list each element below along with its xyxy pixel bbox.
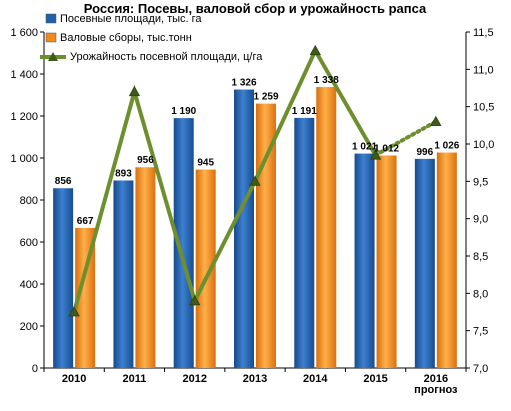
harvest-data-label: 956 <box>137 155 154 166</box>
y-right-tick-label: 10,0 <box>473 139 494 151</box>
yield-point-marker <box>189 294 201 306</box>
y-left-tick-label: 200 <box>20 321 38 333</box>
x-category-label: 2012 <box>182 373 206 385</box>
y-right-tick-label: 9,0 <box>473 214 488 226</box>
y-right-tick-label: 9,5 <box>473 176 488 188</box>
harvest-bar <box>135 167 156 368</box>
bars <box>53 87 457 369</box>
legend: Посевные площади, тыс. га Валовые сборы, … <box>40 13 263 63</box>
y-left-tick-label: 400 <box>20 279 38 291</box>
area-data-label: 1 326 <box>231 78 256 89</box>
yield-point-marker <box>128 85 141 97</box>
legend-label: Посевные площади, тыс. га <box>60 13 202 25</box>
yield-point-marker <box>249 175 261 186</box>
axes: 0 200 400 600 800 1 000 1 200 1 400 1 600 7,0 7,5 8… <box>10 27 494 396</box>
y-right-tick-label: 7,5 <box>473 326 488 338</box>
y-left-tick-label: 0 <box>32 363 38 375</box>
harvest-bar <box>316 87 337 369</box>
yield-line-forecast <box>373 119 438 158</box>
harvest-data-label: 945 <box>197 158 214 169</box>
area-bar <box>414 158 435 368</box>
area-data-label: 893 <box>115 168 132 179</box>
harvest-bar <box>436 152 457 368</box>
area-bar <box>234 89 254 368</box>
x-category-label: 2014 <box>303 373 328 385</box>
yield-point-marker <box>68 306 80 317</box>
y-right-tick-label: 11,5 <box>473 27 494 39</box>
legend-marker-swatch <box>48 52 58 61</box>
harvest-data-label: 1 259 <box>253 92 278 103</box>
yield-point-marker <box>369 149 382 160</box>
y-right-tick-label: 8,0 <box>473 288 488 300</box>
y-left-tick-label: 1 200 <box>10 111 38 123</box>
area-data-label: 1 021 <box>352 142 377 153</box>
harvest-data-label: 667 <box>77 216 94 227</box>
harvest-data-label: 1 012 <box>374 143 399 154</box>
x-category-label: 2010 <box>62 373 86 385</box>
yield-point-marker <box>309 44 321 56</box>
area-bar <box>113 180 134 368</box>
legend-label: Валовые сборы, тыс.тонн <box>60 32 192 44</box>
yield-line-solid <box>72 46 378 313</box>
y-right-tick-label: 11,0 <box>473 64 494 76</box>
area-data-label: 1 190 <box>171 106 196 117</box>
area-data-label: 996 <box>417 147 434 158</box>
yield-point-marker <box>430 115 442 126</box>
area-bar <box>354 153 375 368</box>
legend-label: Урожайность посевной площади, ц/га <box>70 51 263 63</box>
y-left-tick-label: 1 000 <box>10 153 38 165</box>
legend-harvest-swatch <box>45 32 57 43</box>
yield-line <box>68 44 442 317</box>
x-category-label: 2011 <box>122 373 146 385</box>
data-labels: 856 893 1 190 1 326 1 191 1 021 996 667 956 945 1 … <box>55 75 460 227</box>
harvest-bar <box>75 227 96 368</box>
area-data-label: 856 <box>55 176 72 187</box>
legend-area-swatch <box>45 13 57 24</box>
x-category-label: 2013 <box>243 373 267 385</box>
y-right-tick-label: 10,5 <box>473 102 494 114</box>
x-category-label: 2015 <box>363 373 387 385</box>
y-right-tick-label: 7,0 <box>473 363 488 375</box>
harvest-bar <box>195 169 216 368</box>
harvest-data-label: 1 338 <box>314 75 339 86</box>
y-right-tick-label: 8,5 <box>473 251 488 263</box>
y-left-tick-label: 800 <box>20 195 38 207</box>
y-left-tick-label: 1 600 <box>10 27 38 39</box>
y-left-tick-label: 1 400 <box>10 69 38 81</box>
x-category-label: 2016 <box>424 373 448 385</box>
area-bar <box>53 188 74 368</box>
area-bar <box>173 118 194 368</box>
area-bar <box>294 117 315 368</box>
area-data-label: 1 191 <box>292 106 317 117</box>
harvest-data-label: 1 026 <box>434 141 459 152</box>
y-left-tick-label: 600 <box>20 237 38 249</box>
harvest-bar <box>376 155 397 368</box>
chart-title: Россия: Посевы, валовой сбор и урожайнос… <box>84 1 427 16</box>
x-category-sublabel: прогноз <box>414 384 458 396</box>
